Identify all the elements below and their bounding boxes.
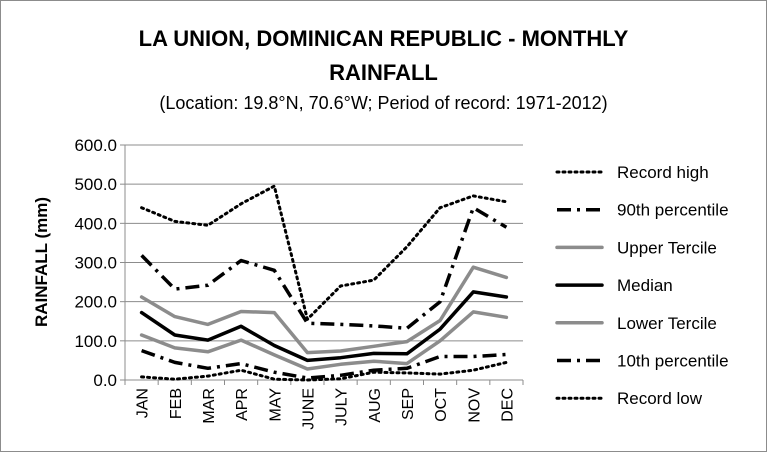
legend-label: Upper Tercile xyxy=(617,238,717,257)
legend-label: Record low xyxy=(617,389,703,408)
chart-title-line2: RAINFALL xyxy=(329,60,438,85)
chart-title: LA UNION, DOMINICAN REPUBLIC - MONTHLY R… xyxy=(0,22,767,90)
y-tick-label: 500.0 xyxy=(74,175,117,194)
x-tick-label: JULY xyxy=(334,388,351,426)
x-tick-label: SEP xyxy=(400,388,417,420)
x-tick-label: FEB xyxy=(168,388,185,419)
x-tick-label: AUG xyxy=(367,388,384,423)
series-line-record-high xyxy=(140,184,508,321)
y-tick-label: 100.0 xyxy=(74,332,117,351)
x-tick-label: APR xyxy=(234,388,251,421)
legend-label: Median xyxy=(617,276,673,295)
x-tick-label: NOV xyxy=(466,388,483,423)
series-line-lower-tercile xyxy=(139,310,509,371)
gridlines xyxy=(125,144,523,381)
x-axis: JAN FEB MAR APR MAY JUNE JULY AUG SEP OCT NOV DEC xyxy=(124,379,524,430)
series-line-median xyxy=(139,290,509,363)
series-line-upper-tercile xyxy=(139,265,509,355)
chart-title-line1: LA UNION, DOMINICAN REPUBLIC - MONTHLY xyxy=(138,26,629,51)
y-tick-label: 400.0 xyxy=(74,214,117,233)
x-tick-label: JUNE xyxy=(300,388,317,430)
x-tick-label: MAR xyxy=(201,388,218,424)
chart-subtitle: (Location: 19.8°N, 70.6°W; Period of rec… xyxy=(159,93,608,113)
y-tick-label: 300.0 xyxy=(74,254,117,273)
series-line-10th-percentile xyxy=(141,348,507,380)
legend-label: 10th percentile xyxy=(617,352,729,371)
x-tick-label: OCT xyxy=(433,388,450,422)
legend-label: 90th percentile xyxy=(617,201,729,220)
x-tick-label: MAY xyxy=(267,388,284,422)
legend: Record high 90th percentile Upper Tercile M… xyxy=(555,163,729,408)
legend-label: Record high xyxy=(617,163,709,182)
series-line-90th-percentile xyxy=(140,205,508,331)
y-tick-label: 600.0 xyxy=(74,136,117,155)
x-tick-label: DEC xyxy=(499,388,516,422)
series-line-record-low xyxy=(140,360,508,382)
series-lines xyxy=(139,184,509,382)
x-tick-label: JAN xyxy=(135,388,152,418)
y-tick-label: 0.0 xyxy=(93,371,117,390)
y-axis-label: RAINFALL (mm) xyxy=(32,197,51,327)
legend-label: Lower Tercile xyxy=(617,314,717,333)
y-tick-label: 200.0 xyxy=(74,293,117,312)
y-axis: 0.0 100.0 200.0 300.0 400.0 500.0 600.0 xyxy=(74,136,126,390)
